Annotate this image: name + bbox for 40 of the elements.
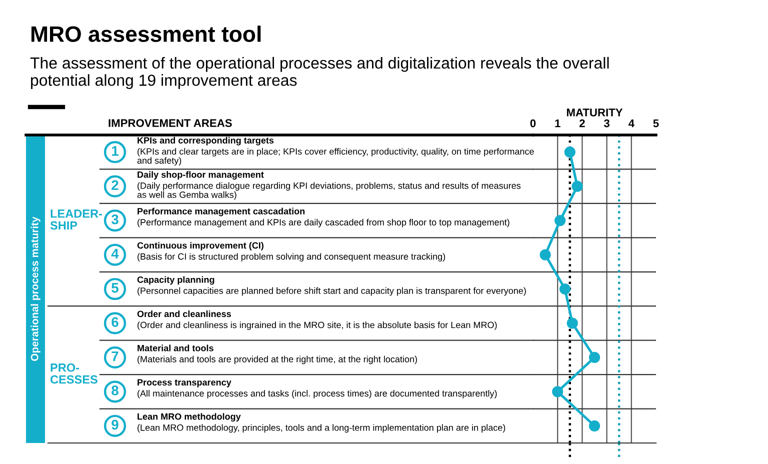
text: The assessment of the operational processes and digitalization reveals the overall potential along 19 improvement areas [30,56,609,90]
point [588,420,600,432]
y-tick-label: Process transparency (All maintenance processes and tasks (incl. process times) are documented transparently) [138,379,497,398]
y-tick-label: Capacity planning (Personnel capacities are planned before shift start and capacity plan is transparent for everyone) [137,276,526,296]
text: 5 [112,283,118,293]
point [559,283,571,295]
text: 4 [111,248,119,258]
y-tick-label: Order and cleanliness (Order and cleanliness is ingrained in the MRO site, it is the absolute basis for Lean MRO) [137,310,497,330]
point [552,386,564,398]
x-tick-label: 4 [628,119,634,128]
text: 1 [112,146,118,156]
text: 2 [112,180,118,190]
point [564,146,576,158]
text: PRO- CESSES [50,363,98,384]
point [572,180,583,192]
point [588,352,600,363]
text: 6 [112,317,118,327]
text: LEADER- SHIP [50,210,102,230]
point [554,215,566,226]
y-tick-label: KPIs and corresponding targets (KPIs and clear targets are in place; KPIs cover efficiency, productivity, quality, on time performance and safety) [137,136,534,166]
y-tick-label: Material and tools (Materials and tools are provided at the right time, at the right location) [138,344,417,364]
x-tick-label: 5 [653,119,659,128]
text: Operational process maturity [30,216,40,361]
y-tick-label: Lean MRO methodology (Lean MRO methodology, principles, tools and a long-term implementation plan are in place) [138,413,506,433]
x-tick-label: 0 [530,119,536,128]
x-tick-label: 3 [604,119,610,128]
x-tick-label: 2 [579,119,585,128]
point [540,249,551,260]
text: 9 [112,420,118,430]
y-tick-label: Continuous improvement (CI) (Basis for CI is structured problem solving and consequent measure tracking) [137,242,446,262]
x-axis-title: MATURITY [566,108,623,116]
y-tick-label: Daily shop-floor management (Daily performance dialogue regarding KPI deviations, problems, status and results of measures as well as Gemba walks) [137,171,521,200]
text: 8 [112,386,118,396]
text: 3 [111,214,118,224]
x-tick-label: 1 [555,119,560,128]
y-axis-title: IMPROVEMENT AREAS [108,119,232,127]
point [566,318,578,329]
text: 7 [112,351,118,362]
text: MRO assessment tool [31,26,261,42]
y-tick-label: Performance management cascadation (Performance management and KPIs are daily cascaded from shop floor to top management) [138,208,510,228]
